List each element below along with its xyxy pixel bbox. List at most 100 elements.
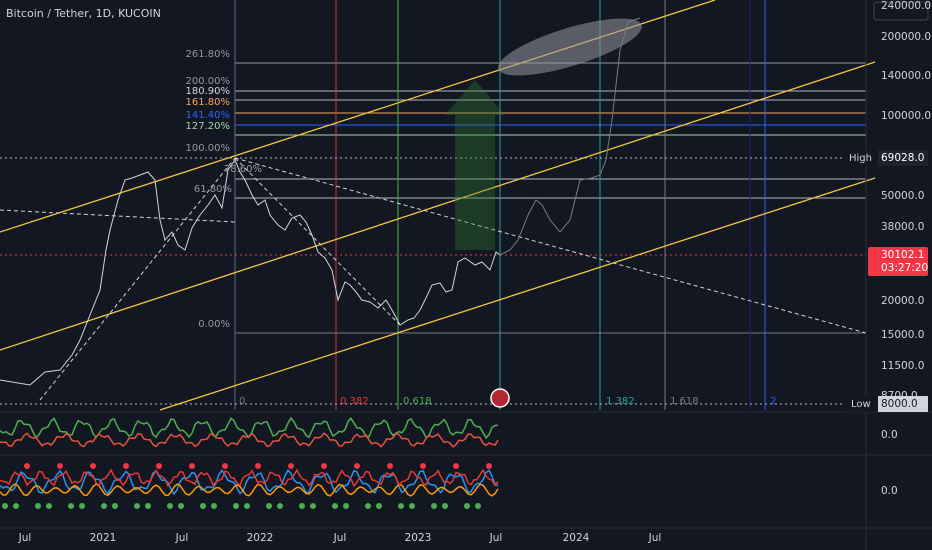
price-label: 200000.0 <box>881 31 931 43</box>
oscillator-line <box>0 432 499 448</box>
fib-label: 78.60% <box>224 164 262 175</box>
price <box>0 158 501 386</box>
oscillators <box>0 416 499 509</box>
fib-label: 161.80% <box>186 97 231 108</box>
fib-label: 261.80% <box>186 49 231 60</box>
fib-time-label: 1.382 <box>606 396 635 407</box>
signal-dot <box>420 463 426 469</box>
fib-time-label: 2 <box>770 396 776 407</box>
signal-dot <box>486 463 492 469</box>
time-label: Jul <box>175 532 189 544</box>
signal-dot <box>79 503 85 509</box>
target-ellipse <box>498 18 642 76</box>
signal-dot <box>376 503 382 509</box>
fib-lines <box>235 62 866 334</box>
signal-dot <box>189 463 195 469</box>
oscillator-line <box>0 483 499 497</box>
fib-label: 127.20% <box>186 121 231 132</box>
last-price-badge <box>868 247 928 276</box>
signal-dot <box>2 503 8 509</box>
trend-lines <box>0 157 867 401</box>
fib-label: 141.40% <box>186 110 231 121</box>
price-label: 38000.0 <box>881 221 924 233</box>
signal-dot <box>156 463 162 469</box>
signal-dot <box>310 503 316 509</box>
signal-dot <box>255 463 261 469</box>
oscillator-line <box>0 468 499 488</box>
time-label: 2022 <box>247 532 274 544</box>
arrow <box>445 80 505 250</box>
signal-dot <box>123 463 129 469</box>
last-price: 30102.1 <box>881 249 924 261</box>
signal-dot <box>266 503 272 509</box>
fib-label: 100.00% <box>186 143 231 154</box>
fib-time-label: 0 <box>239 396 245 407</box>
signal-dot <box>24 463 30 469</box>
price-label: 15000.0 <box>881 329 924 341</box>
fib-time-label: 0.382 <box>340 396 369 407</box>
time-label: 2024 <box>563 532 590 544</box>
projection <box>499 17 641 256</box>
time-label: Jul <box>648 532 662 544</box>
signal-dot <box>46 503 52 509</box>
signal-dot <box>343 503 349 509</box>
signal-dot <box>299 503 305 509</box>
signal-dot <box>431 503 437 509</box>
signal-dot <box>453 463 459 469</box>
signal-dot <box>475 503 481 509</box>
event-icon[interactable] <box>490 388 510 408</box>
fib-label: 200.00% <box>186 76 231 87</box>
high-tag <box>845 150 875 166</box>
price-label: 20000.0 <box>881 295 924 307</box>
signal-dot <box>409 503 415 509</box>
time-label: Jul <box>489 532 503 544</box>
signal-dot <box>332 503 338 509</box>
signal-dot <box>167 503 173 509</box>
signal-dot <box>365 503 371 509</box>
low-badge <box>878 396 928 412</box>
time-label: 2023 <box>405 532 432 544</box>
axis-button[interactable] <box>873 1 929 21</box>
signal-dot <box>35 503 41 509</box>
fib-label: 61.80% <box>194 184 232 195</box>
price-label: 240000.0 <box>881 0 931 12</box>
low-tag <box>845 396 875 412</box>
signal-dot <box>354 463 360 469</box>
low-label: Low <box>851 399 871 410</box>
time-label: 2021 <box>90 532 117 544</box>
countdown: 03:27:20 <box>881 262 928 274</box>
high-value: 69028.0 <box>881 152 924 164</box>
signal-dot <box>288 463 294 469</box>
signal-dot <box>222 463 228 469</box>
signal-dot <box>244 503 250 509</box>
fib-time-label: 1.618 <box>670 396 699 407</box>
price-label: 50000.0 <box>881 190 924 202</box>
signal-dot <box>178 503 184 509</box>
signal-dot <box>464 503 470 509</box>
signal-dot <box>90 463 96 469</box>
oscillator-line <box>0 469 499 496</box>
fib-time-label: 0.618 <box>403 396 432 407</box>
price-label: 100000.0 <box>881 110 931 122</box>
fib-label: 180.90% <box>186 86 231 97</box>
signal-dot <box>442 503 448 509</box>
high-label: High <box>849 153 872 164</box>
oscillator-label: 0.0 <box>881 429 898 441</box>
signal-dot <box>200 503 206 509</box>
signal-dot <box>13 503 19 509</box>
signal-dot <box>101 503 107 509</box>
high-badge <box>878 150 928 166</box>
signal-dot <box>68 503 74 509</box>
low-value: 8000.0 <box>881 398 918 410</box>
signal-dot <box>233 503 239 509</box>
signal-dot <box>321 463 327 469</box>
title: Bitcoin / Tether, 1D, KUCOIN <box>6 7 161 20</box>
signal-dot <box>112 503 118 509</box>
signal-dot <box>145 503 151 509</box>
signal-dot <box>277 503 283 509</box>
signal-dot <box>387 463 393 469</box>
signal-dot <box>398 503 404 509</box>
